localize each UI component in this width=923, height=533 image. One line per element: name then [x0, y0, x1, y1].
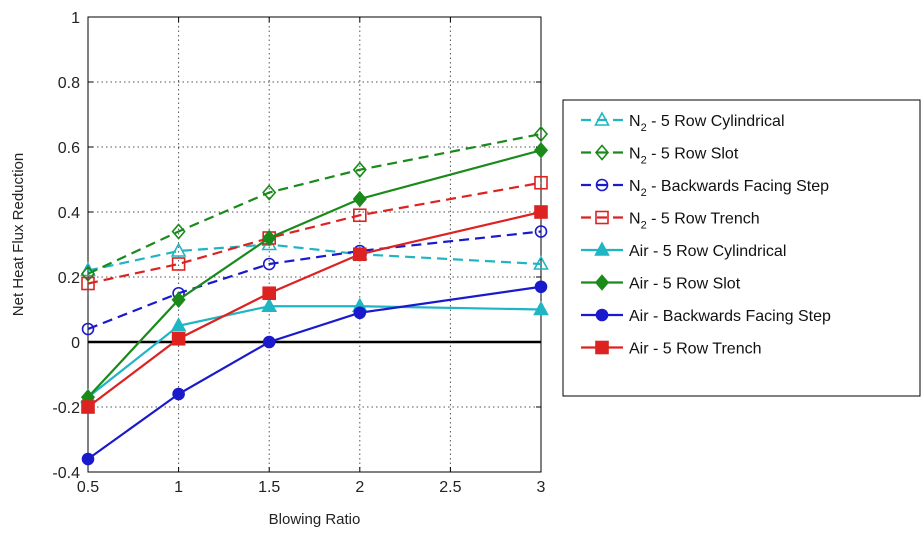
- series-group: [80, 125, 549, 466]
- legend-marker: [594, 274, 610, 291]
- series-line: [87, 285, 542, 460]
- data-point: [262, 184, 277, 201]
- data-point: [170, 242, 187, 257]
- data-point: [80, 265, 96, 282]
- legend-marker: [594, 144, 610, 161]
- y-tick-label: -0.4: [52, 465, 80, 482]
- legend-label: N2 - 5 Row Trench: [629, 211, 760, 232]
- data-point: [534, 175, 548, 190]
- legend-label: N2 - 5 Row Cylindrical: [629, 113, 785, 134]
- legend-marker: [595, 178, 609, 192]
- series-5: [80, 297, 549, 404]
- data-point: [352, 208, 367, 223]
- legend-label: Air - Backwards Facing Step: [629, 308, 831, 325]
- data-point: [81, 452, 95, 466]
- y-tick-label: 0.2: [58, 270, 80, 287]
- x-axis-label: Blowing Ratio: [269, 511, 361, 528]
- y-tick-label: 0.4: [58, 205, 80, 222]
- series-2: [80, 125, 549, 282]
- data-point: [534, 225, 548, 238]
- legend-marker: [595, 308, 609, 322]
- legend-label: N2 - Backwards Facing Step: [629, 178, 829, 199]
- y-axis-label: Net Heat Flux Reduction: [10, 153, 27, 316]
- legend-item-6: Air - 5 Row Slot: [581, 274, 741, 293]
- data-point: [171, 331, 186, 346]
- y-tick-label: 1: [71, 10, 80, 27]
- legend-item-5: Air - 5 Row Cylindrical: [581, 241, 786, 260]
- legend-label: Air - 5 Row Cylindrical: [629, 243, 786, 260]
- series-line: [87, 132, 542, 275]
- data-point: [262, 335, 276, 349]
- x-tick-label: 2: [355, 479, 364, 496]
- data-point: [170, 317, 187, 332]
- data-point: [81, 400, 95, 414]
- data-point: [171, 291, 186, 308]
- series-line: [87, 210, 542, 408]
- legend-item-3: N2 - Backwards Facing Step: [581, 178, 829, 199]
- y-tick-label: 0: [71, 335, 80, 352]
- legend-label: Air - 5 Row Trench: [629, 341, 762, 358]
- legend-item-2: N2 - 5 Row Slot: [581, 144, 739, 167]
- plot-area-frame: [87, 16, 542, 473]
- y-tick-label: 0.6: [58, 140, 80, 157]
- series-line: [87, 305, 542, 399]
- y-tick-label: 0.8: [58, 75, 80, 92]
- y-tick-label: -0.2: [52, 400, 80, 417]
- x-tick-label: 1: [174, 479, 183, 496]
- data-point: [533, 300, 549, 316]
- data-point: [172, 387, 185, 401]
- data-point: [353, 306, 367, 320]
- data-point: [533, 255, 549, 270]
- data-point: [534, 205, 548, 219]
- series-6: [80, 142, 549, 406]
- data-point: [352, 247, 367, 262]
- x-tick-label: 0.5: [77, 479, 99, 496]
- data-point: [533, 125, 549, 143]
- series-line: [87, 230, 542, 331]
- data-point: [262, 229, 277, 247]
- data-point: [533, 142, 549, 159]
- legend-item-7: Air - Backwards Facing Step: [581, 308, 831, 325]
- legend-marker: [594, 241, 610, 256]
- legend-label: N2 - 5 Row Slot: [629, 146, 739, 167]
- data-point: [171, 257, 186, 271]
- x-tick-label: 3: [537, 479, 546, 496]
- data-point: [262, 286, 277, 301]
- data-point: [81, 276, 95, 291]
- axis-ticks: 0.5 1 1.5 2 2.5 3 -0.4 -0.2 0 0.2 0.4 0.6 0.8 1: [52, 10, 545, 496]
- series-8: [81, 205, 548, 414]
- data-point: [171, 223, 186, 240]
- legend-marker: [594, 111, 610, 126]
- legend-label: Air - 5 Row Slot: [629, 276, 741, 293]
- legend-marker: [595, 340, 609, 355]
- legend-marker: [595, 210, 609, 225]
- x-tick-label: 1.5: [258, 479, 280, 496]
- data-point: [81, 322, 95, 336]
- series-line: [87, 243, 542, 272]
- legend-item-8: Air - 5 Row Trench: [581, 341, 762, 358]
- x-tick-label: 2.5: [439, 479, 461, 496]
- legend-item-4: N2 - 5 Row Trench: [581, 211, 760, 232]
- data-point: [352, 190, 367, 208]
- data-point: [261, 297, 278, 313]
- data-point: [534, 280, 548, 294]
- grid-lines: [88, 17, 541, 472]
- legend: N2 - 5 Row Cylindrical N2 - 5 Row Slot N2 …: [562, 99, 921, 397]
- series-3: [81, 225, 548, 336]
- series-7: [81, 280, 548, 466]
- series-line: [87, 181, 542, 285]
- data-point: [352, 161, 367, 178]
- data-point: [262, 257, 276, 271]
- legend-item-1: N2 - 5 Row Cylindrical: [581, 111, 785, 134]
